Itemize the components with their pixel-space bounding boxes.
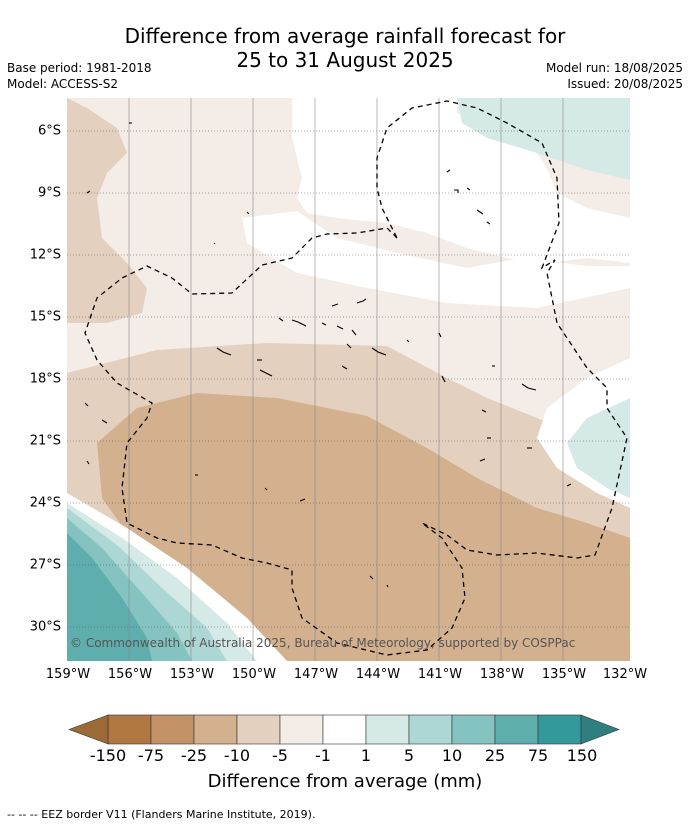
colorbar-tick: -1 bbox=[315, 746, 331, 765]
model-run-date: Model run: 18/08/2025 bbox=[545, 61, 683, 75]
colorbar-tick: 5 bbox=[403, 746, 415, 765]
lat-label: 6°S bbox=[37, 123, 61, 139]
lat-label: 30°S bbox=[29, 619, 61, 635]
colorbar-high-extend bbox=[580, 714, 620, 745]
colorbar-tick: 10 bbox=[441, 746, 463, 765]
graticule bbox=[67, 130, 630, 628]
rainfall-anomaly-map: © Commonwealth of Australia 2025, Bureau… bbox=[67, 98, 630, 661]
colorbar-cell bbox=[537, 714, 582, 745]
lon-label: 141°W bbox=[417, 667, 463, 682]
band-northeast-1-5 bbox=[457, 98, 630, 180]
lat-label: 12°S bbox=[29, 247, 61, 263]
meridians bbox=[128, 98, 564, 661]
colorbar bbox=[68, 714, 620, 745]
lat-label: 24°S bbox=[29, 495, 61, 511]
eez-footnote: -- -- -- EEZ border V11 (Flanders Marine… bbox=[7, 808, 316, 821]
map-title: Difference from average rainfall forecas… bbox=[0, 24, 690, 72]
lon-label: 132°W bbox=[602, 667, 648, 682]
model-info: Base period: 1981-2018 Model: ACCESS-S2 bbox=[7, 60, 152, 92]
lat-label: 18°S bbox=[29, 371, 61, 387]
lat-label: 27°S bbox=[29, 557, 61, 573]
colorbar-cell bbox=[408, 714, 453, 745]
band-east-1-5 bbox=[567, 398, 630, 498]
colorbar-cell bbox=[236, 714, 281, 745]
colorbar-tick: -10 bbox=[223, 746, 251, 765]
band-white-north bbox=[292, 98, 630, 263]
lat-label: 21°S bbox=[29, 433, 61, 449]
colorbar-title: Difference from average (mm) bbox=[207, 771, 483, 792]
colorbar-tick: -75 bbox=[137, 746, 165, 765]
colorbar-tick: 150 bbox=[566, 746, 598, 765]
lon-label: 156°W bbox=[107, 667, 153, 682]
lon-label: 135°W bbox=[541, 667, 587, 682]
colorbar-low-extend bbox=[68, 714, 109, 745]
run-info: Model run: 18/08/2025 Issued: 20/08/2025 bbox=[546, 60, 683, 92]
colorbar-tick: -150 bbox=[89, 746, 127, 765]
copyright-notice: © Commonwealth of Australia 2025, Bureau… bbox=[70, 636, 575, 650]
colorbar-tick: 25 bbox=[484, 746, 506, 765]
colorbar-tick: 1 bbox=[360, 746, 372, 765]
lon-label: 144°W bbox=[355, 667, 401, 682]
band-white-north-2 bbox=[242, 211, 630, 308]
title-line-2: 25 to 31 August 2025 bbox=[236, 48, 454, 72]
colorbar-cell bbox=[365, 714, 410, 745]
model-name: Model: ACCESS-S2 bbox=[7, 77, 119, 91]
lat-label: 15°S bbox=[29, 309, 61, 325]
colorbar-cell bbox=[150, 714, 195, 745]
lon-label: 147°W bbox=[293, 667, 339, 682]
colorbar-cell bbox=[279, 714, 324, 745]
islands bbox=[84, 122, 572, 588]
lon-label: 138°W bbox=[479, 667, 525, 682]
colorbar-cell bbox=[451, 714, 496, 745]
colorbar-tick: -25 bbox=[180, 746, 208, 765]
lon-label: 159°W bbox=[45, 667, 91, 682]
title-line-1: Difference from average rainfall forecas… bbox=[124, 24, 566, 48]
colorbar-cell bbox=[107, 714, 152, 745]
colorbar-tick: -5 bbox=[272, 746, 288, 765]
colorbar-cell bbox=[494, 714, 539, 745]
lat-label: 9°S bbox=[37, 185, 61, 201]
band-minus10-minus25 bbox=[97, 393, 630, 661]
band-west-minus5-minus10 bbox=[67, 98, 147, 323]
colorbar-cell bbox=[322, 714, 367, 745]
lon-label: 150°W bbox=[231, 667, 277, 682]
colorbar-cell bbox=[193, 714, 238, 745]
eez-border bbox=[84, 100, 628, 656]
base-period: Base period: 1981-2018 bbox=[7, 61, 152, 75]
issued-date: Issued: 20/08/2025 bbox=[567, 77, 683, 91]
lon-label: 153°W bbox=[169, 667, 215, 682]
colorbar-tick: 75 bbox=[527, 746, 549, 765]
